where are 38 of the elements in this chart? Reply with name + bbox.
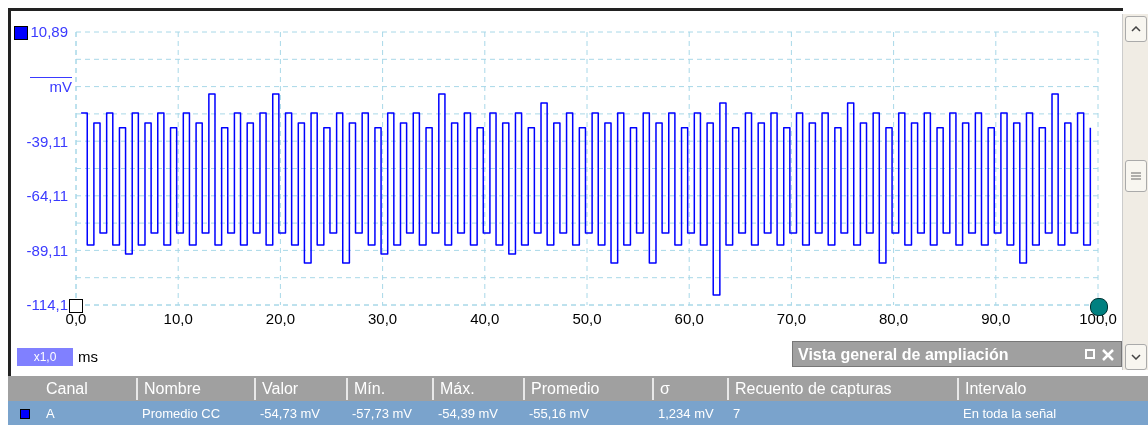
x-tick-label: 20,0 — [265, 309, 295, 327]
x-tick-label: 90,0 — [981, 309, 1011, 327]
y-tick-label: -39,11 — [26, 132, 68, 150]
text: Recuento de capturas — [727, 378, 892, 400]
x-tick-label: 0,0 — [65, 309, 87, 327]
text: Promedio — [523, 378, 600, 400]
text: -55,16 mV — [528, 405, 589, 423]
text: σ — [652, 378, 670, 400]
text: -57,73 mV — [351, 405, 412, 423]
x-tick-label: 60,0 — [674, 309, 704, 327]
x-tick-label: 50,0 — [572, 309, 602, 327]
text: 1,234 mV — [657, 405, 714, 423]
text: Máx. — [432, 378, 475, 400]
text: 7 — [732, 405, 741, 423]
x-tick-label: 40,0 — [470, 309, 500, 327]
text: x1,0 — [17, 348, 73, 366]
x-tick-label: 100,0 — [1079, 309, 1117, 327]
x-tick-label: 80,0 — [879, 309, 909, 327]
text: Vista general de ampliación — [792, 341, 1122, 367]
text: A — [45, 405, 55, 423]
text: Intervalo — [957, 378, 1027, 400]
text: Mín. — [346, 378, 386, 400]
text: En toda la señal — [962, 405, 1057, 423]
y-tick-label: -89,11 — [26, 241, 68, 259]
y-tick-label: -114,1 — [26, 296, 68, 314]
text: Nombre — [136, 378, 201, 400]
text: -54,39 mV — [437, 405, 498, 423]
y-tick-label: 10,89 — [30, 23, 68, 41]
y-tick-label: -64,11 — [26, 187, 68, 205]
text: Valor — [254, 378, 299, 400]
x-tick-label: 10,0 — [163, 309, 193, 327]
x-tick-label: 70,0 — [776, 309, 806, 327]
text: Promedio CC — [141, 405, 221, 423]
text: -54,73 mV — [259, 405, 320, 423]
text: Canal — [45, 379, 88, 399]
x-tick-label: 30,0 — [368, 309, 398, 327]
x-axis-title: ms — [78, 348, 98, 365]
y-axis-title: mV — [30, 76, 72, 96]
